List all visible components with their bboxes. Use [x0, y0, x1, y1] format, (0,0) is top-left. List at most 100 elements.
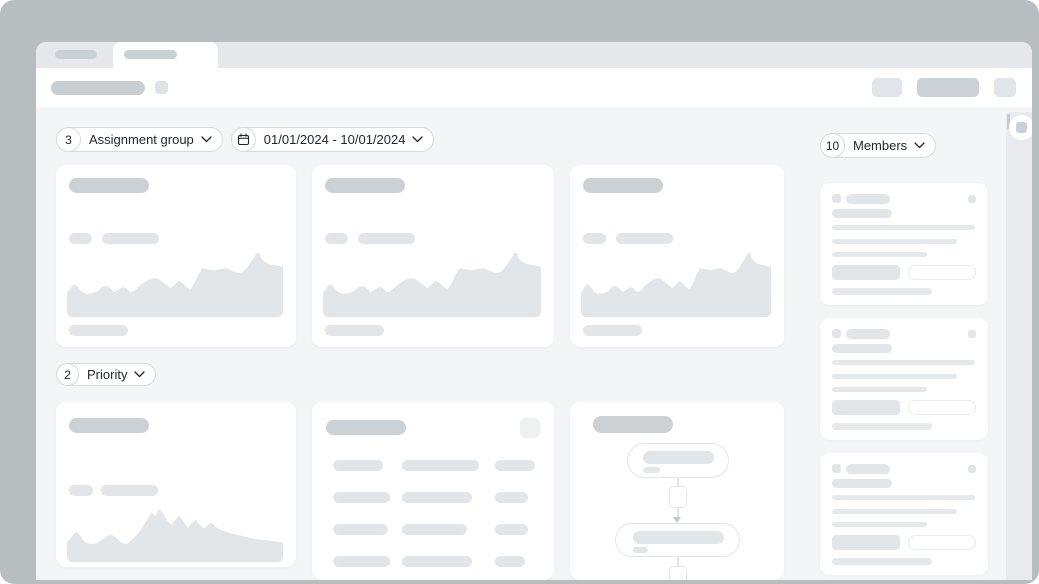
- flow-step-box[interactable]: [669, 566, 687, 580]
- member-role-placeholder: [832, 344, 892, 353]
- metric-value-placeholder: [583, 233, 606, 244]
- card-footer-placeholder: [325, 325, 384, 336]
- table-cell-placeholder: [333, 492, 390, 503]
- avatar: [832, 194, 841, 203]
- tab-title-placeholder: [124, 50, 177, 59]
- toolbar-button-icon[interactable]: [994, 78, 1016, 97]
- toolbar-button-primary[interactable]: [917, 78, 979, 97]
- node-label-placeholder: [633, 531, 724, 544]
- chart-peak-dot: [746, 253, 752, 259]
- chart-card-3: [570, 165, 784, 347]
- card-title-placeholder: [69, 418, 149, 433]
- chart-card-2: [312, 165, 554, 347]
- card-menu-button[interactable]: [968, 330, 976, 338]
- text-line-placeholder: [832, 387, 927, 392]
- chart-card-1: [56, 165, 296, 347]
- card-menu-button[interactable]: [520, 418, 540, 438]
- dashboard-content: 3 Assignment group 01/01/2024 - 10/01/20…: [36, 107, 1032, 580]
- tab-active[interactable]: [113, 42, 218, 68]
- secondary-action-button[interactable]: [908, 535, 976, 550]
- main-column: 3 Assignment group 01/01/2024 - 10/01/20…: [56, 107, 784, 580]
- footer-line-placeholder: [832, 423, 932, 430]
- card-title-placeholder: [325, 178, 405, 193]
- browser-toolbar: [36, 68, 1032, 107]
- browser-window: 3 Assignment group 01/01/2024 - 10/01/20…: [36, 42, 1032, 580]
- card-footer-placeholder: [69, 325, 128, 336]
- collapsed-panel-rail: [1006, 112, 1032, 580]
- toolbar-button-secondary[interactable]: [872, 78, 902, 97]
- table-cell-placeholder: [333, 524, 388, 535]
- footer-line-placeholder: [832, 288, 932, 295]
- calendar-icon: [230, 127, 256, 152]
- metric-label-placeholder: [616, 233, 673, 244]
- metric-label-placeholder: [358, 233, 415, 244]
- table-cell-placeholder: [495, 492, 528, 503]
- secondary-action-button[interactable]: [908, 400, 976, 415]
- date-range-filter[interactable]: 01/01/2024 - 10/01/2024: [230, 127, 435, 152]
- card-title-placeholder: [593, 416, 673, 433]
- panel-toggle-button[interactable]: [1009, 115, 1032, 140]
- area-chart-skeleton: [67, 508, 283, 562]
- primary-action-button[interactable]: [832, 400, 900, 415]
- node-sublabel-placeholder: [633, 547, 648, 553]
- filter-row: 3 Assignment group 01/01/2024 - 10/01/20…: [56, 127, 435, 152]
- priority-filter-row: 2 Priority: [56, 363, 157, 386]
- area-chart-skeleton: [323, 253, 541, 317]
- member-name-placeholder: [846, 194, 890, 204]
- flow-diagram-card: [570, 402, 784, 580]
- member-name-placeholder: [846, 329, 890, 339]
- member-card: [820, 183, 988, 305]
- panel-drag-handle[interactable]: [1007, 114, 1010, 129]
- tab-inactive[interactable]: [55, 50, 97, 59]
- primary-action-button[interactable]: [832, 265, 900, 280]
- flow-node-2[interactable]: [615, 523, 740, 557]
- metric-value-placeholder: [325, 233, 348, 244]
- lower-card-row: [56, 402, 784, 580]
- card-menu-button[interactable]: [968, 465, 976, 473]
- chart-card-4: [56, 402, 296, 567]
- text-line-placeholder: [832, 360, 975, 365]
- area-chart-skeleton: [581, 253, 771, 317]
- browser-tab-bar: [36, 42, 1032, 68]
- primary-action-button[interactable]: [832, 535, 900, 550]
- chevron-down-icon: [412, 136, 424, 143]
- panel-toggle-icon: [1016, 122, 1027, 133]
- text-line-placeholder: [832, 252, 927, 257]
- flow-connector: [677, 557, 679, 566]
- text-line-placeholder: [832, 225, 975, 230]
- filter-label: Priority: [87, 367, 128, 382]
- card-menu-button[interactable]: [968, 195, 976, 203]
- priority-filter[interactable]: 2 Priority: [56, 363, 157, 386]
- text-line-placeholder: [832, 509, 957, 514]
- member-name-placeholder: [846, 464, 890, 474]
- chart-peak-dot: [255, 253, 261, 259]
- card-title-placeholder: [583, 178, 663, 193]
- table-cell-placeholder: [495, 460, 535, 471]
- metric-label-placeholder: [102, 233, 159, 244]
- table-cell-placeholder: [495, 524, 528, 535]
- chart-peak-dot: [513, 253, 519, 259]
- node-sublabel-placeholder: [643, 467, 660, 473]
- table-cell-placeholder: [402, 460, 479, 471]
- members-filter[interactable]: 10 Members: [820, 133, 937, 158]
- metric-value-placeholder: [69, 485, 93, 496]
- flow-step-box[interactable]: [669, 486, 687, 508]
- member-role-placeholder: [832, 209, 892, 218]
- filter-count-badge: 2: [56, 363, 79, 386]
- flow-node-1[interactable]: [627, 443, 729, 478]
- text-line-placeholder: [832, 522, 927, 527]
- assignment-group-filter[interactable]: 3 Assignment group: [56, 127, 223, 152]
- table-cell-placeholder: [333, 556, 390, 567]
- members-sidebar: 10 Members: [820, 107, 988, 580]
- address-action-button[interactable]: [155, 81, 168, 94]
- avatar: [832, 329, 841, 338]
- table-cell-placeholder: [402, 556, 472, 567]
- table-cell-placeholder: [495, 556, 525, 567]
- chevron-down-icon: [134, 371, 146, 378]
- address-bar[interactable]: [51, 80, 145, 95]
- secondary-action-button[interactable]: [908, 265, 976, 280]
- text-line-placeholder: [832, 495, 975, 500]
- toolbar-actions: [872, 78, 1016, 97]
- footer-line-placeholder: [832, 558, 932, 565]
